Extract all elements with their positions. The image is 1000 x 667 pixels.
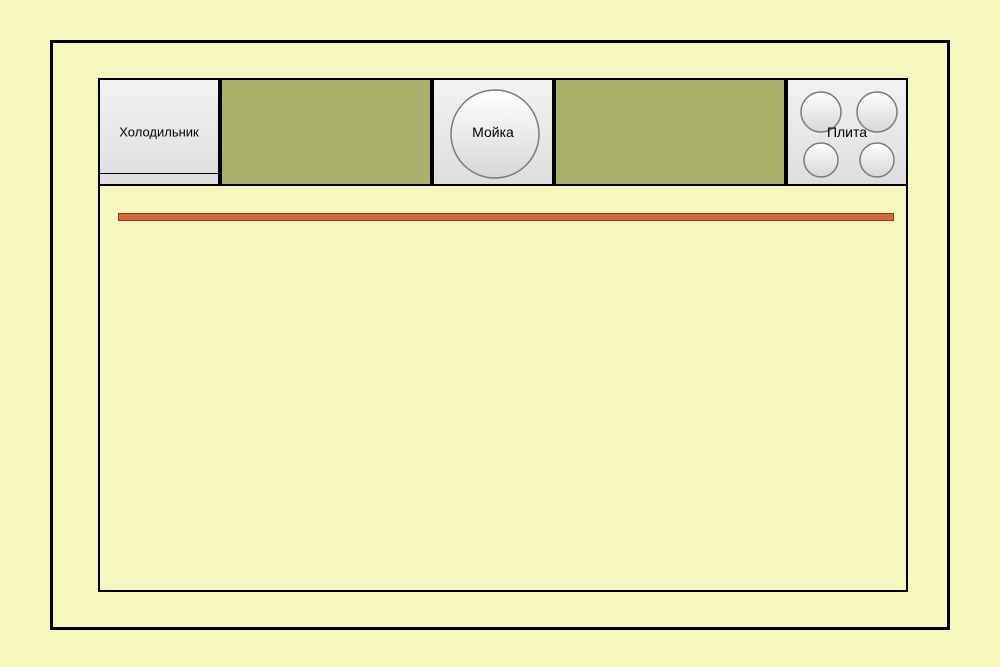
unit-stove: Плита [786, 78, 908, 186]
unit-counter1 [220, 78, 432, 186]
rail-bar [118, 213, 894, 221]
unit-sink: Мойка [432, 78, 554, 186]
sink-basin-icon [434, 80, 556, 188]
fridge-door-line [100, 173, 218, 174]
unit-fridge: Холодильник [98, 78, 220, 186]
unit-label-fridge: Холодильник [100, 125, 218, 140]
stove-burners-icon [788, 80, 910, 188]
kitchen-plan-canvas: Холодильник Мойка Плита [0, 0, 1000, 667]
unit-counter2 [554, 78, 786, 186]
